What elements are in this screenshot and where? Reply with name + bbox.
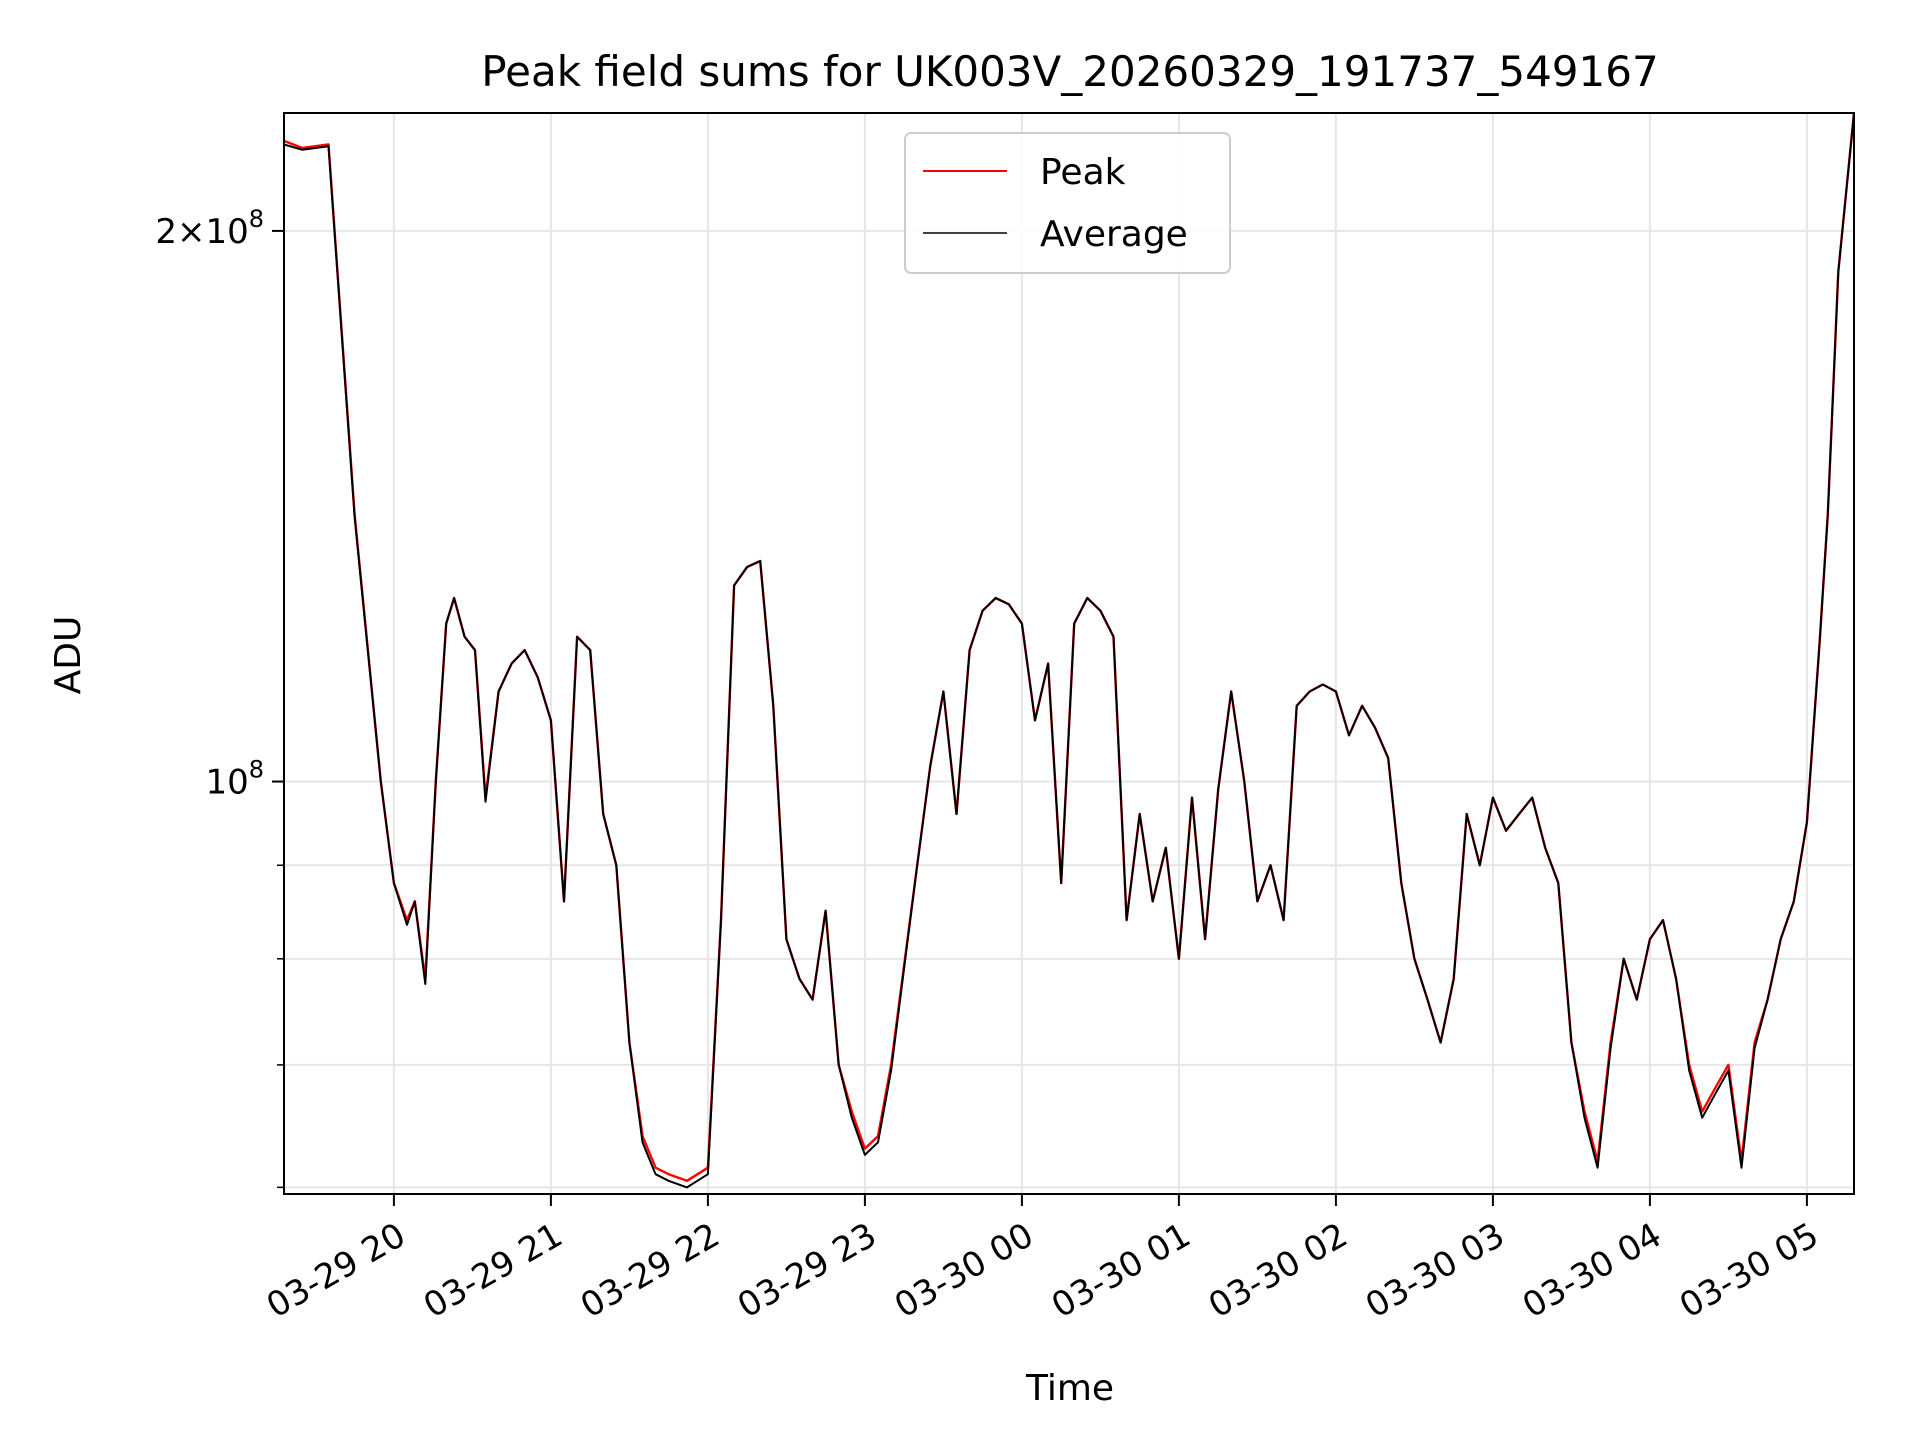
y-axis-label: ADU: [48, 616, 89, 695]
legend-label-average: Average: [1040, 214, 1188, 255]
x-axis-label: Time: [1025, 1368, 1114, 1409]
series-line-average: [284, 113, 1854, 1189]
legend: Peak Average: [904, 132, 1231, 274]
plot-frame: [283, 112, 1855, 1195]
y-tick-label: 2×108: [155, 205, 264, 252]
y-axis: 108 2×108: [155, 205, 284, 1189]
legend-label-peak: Peak: [1040, 152, 1126, 193]
grid: [284, 113, 1854, 1194]
chart-title: Peak field sums for UK003V_20260329_1917…: [481, 47, 1658, 96]
series-layer: [284, 113, 1854, 1189]
legend-box: [904, 132, 1231, 274]
y-tick-label: 108: [205, 756, 264, 803]
